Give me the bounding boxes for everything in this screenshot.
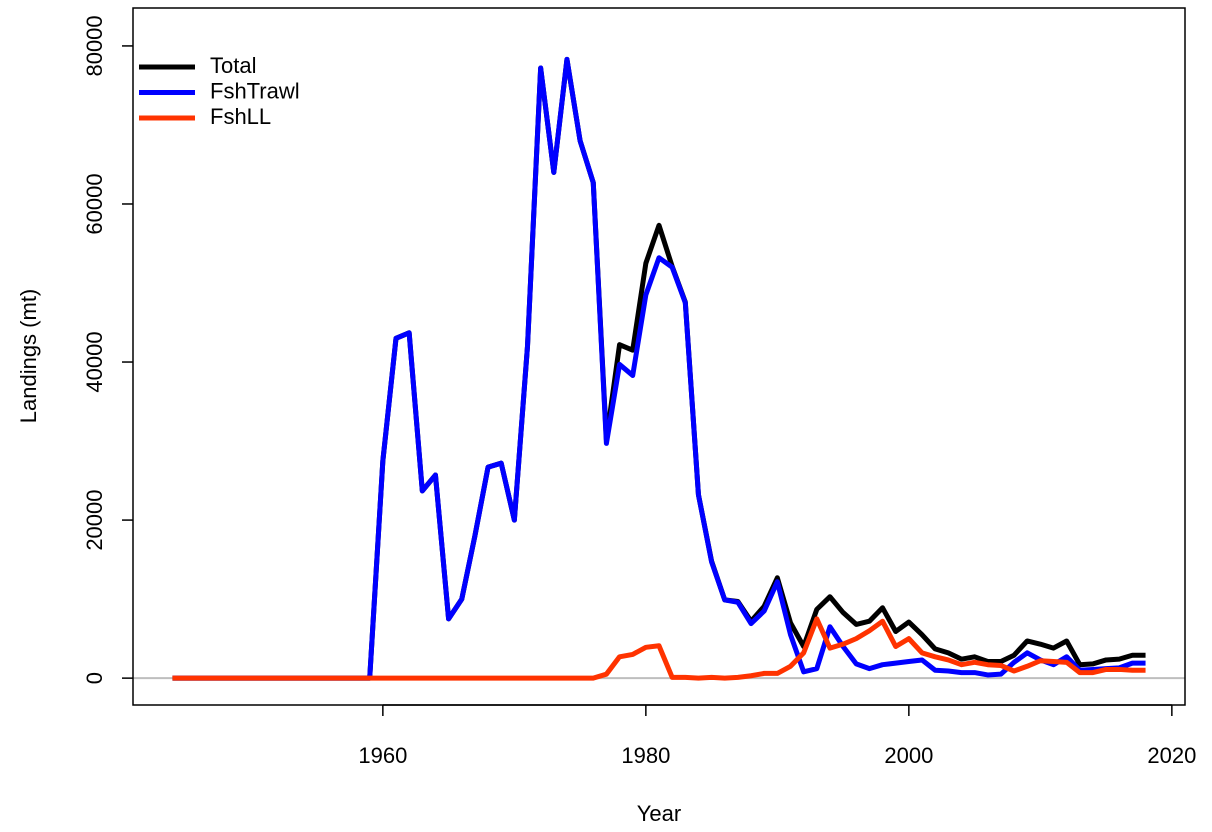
y-tick-label: 20000 <box>82 489 107 550</box>
plot-frame <box>132 7 1186 706</box>
y-tick-label: 0 <box>82 672 107 684</box>
x-tick-label: 2020 <box>1147 743 1196 768</box>
data-line <box>172 56 1146 681</box>
data-line <box>172 616 1146 681</box>
y-tick-label: 60000 <box>82 173 107 234</box>
x-tick-label: 1980 <box>621 743 670 768</box>
legend-label: Total <box>210 53 256 78</box>
y-tick-label: 40000 <box>82 331 107 392</box>
y-tick-label: 80000 <box>82 15 107 76</box>
x-tick-label: 1960 <box>358 743 407 768</box>
y-axis-title: Landings (mt) <box>16 289 41 424</box>
data-line <box>172 56 1146 681</box>
x-tick-label: 2000 <box>884 743 933 768</box>
legend-label: FshTrawl <box>210 78 300 103</box>
x-axis-title: Year <box>637 801 681 826</box>
legend-label: FshLL <box>210 104 271 129</box>
